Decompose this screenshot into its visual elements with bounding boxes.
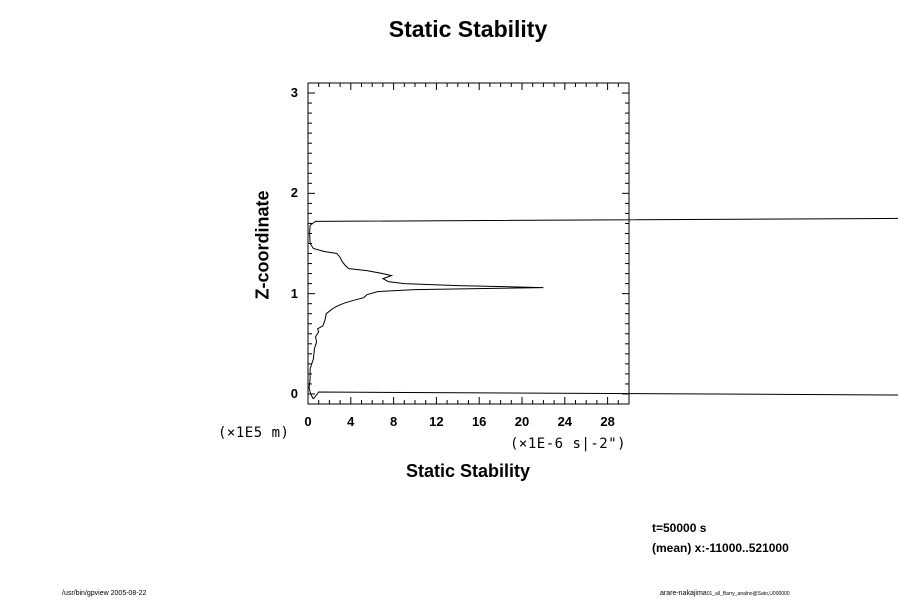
y-unit-label: (×1E5 m): [218, 425, 290, 441]
footer-credit-main: arare-nakajima: [660, 590, 707, 597]
x-tick-label: 20: [514, 414, 530, 429]
x-tick-label: 12: [429, 414, 444, 429]
footer-credit: arare-nakajima01_all_Barry_analno@Sato,U…: [660, 590, 790, 597]
x-tick-label: 16: [471, 414, 487, 429]
x-tick-label: 0: [304, 414, 312, 429]
x-tick-label: 8: [389, 414, 398, 429]
footer-credit-sub: 01_all_Barry_analno@Sato,U000000: [706, 591, 790, 597]
chart-plot-area: [308, 217, 899, 400]
y-tick-label: 3: [290, 85, 298, 101]
x-unit-label: (×1E-6 s|-2"): [510, 436, 627, 452]
y-tick-label: 2: [290, 185, 298, 201]
chart-axes: [307, 82, 630, 405]
x-axis-label: Static Stability: [405, 461, 531, 481]
x-tick-label: 28: [600, 414, 615, 429]
series-line-1: [308, 217, 899, 400]
x-tick-label: 24: [557, 414, 573, 429]
y-tick-label: 1: [290, 285, 298, 301]
chart-title: Static Stability: [388, 16, 548, 42]
plot-frame: [307, 82, 630, 405]
y-tick-label: 0: [290, 385, 298, 401]
x-tick-label: 4: [347, 414, 355, 429]
time-info: t=50000 s: [652, 521, 707, 535]
mean-range-info: (mean) x:-11000..521000: [652, 541, 789, 555]
y-axis-label: Z-coordinate: [252, 190, 273, 300]
footer-command: /usr/bin/gpview 2005-08-22: [62, 590, 147, 597]
series-line-2: [313, 391, 899, 400]
